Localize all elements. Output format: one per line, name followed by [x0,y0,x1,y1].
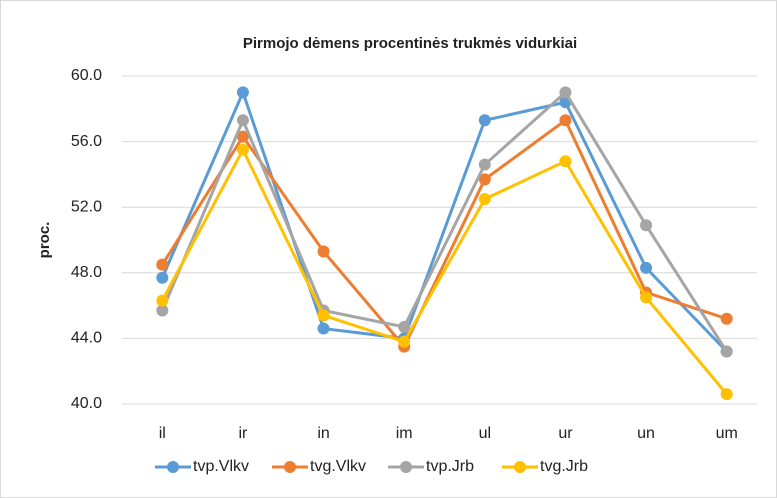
x-tick-label: ur [558,425,573,442]
y-tick-label: 60.0 [71,67,102,84]
data-point [398,320,411,333]
data-point [317,245,330,258]
data-point [559,155,572,168]
y-tick-label: 44.0 [71,330,102,347]
data-point [478,158,491,171]
data-point [236,130,249,143]
x-tick-label: im [396,425,413,442]
y-tick-label: 56.0 [71,133,102,150]
x-tick-label: ul [479,425,491,442]
data-point [720,345,733,358]
data-point [478,173,491,186]
data-point [398,335,411,348]
data-point [478,193,491,205]
data-point [640,219,653,232]
data-point [236,143,249,156]
data-point [720,312,733,325]
data-point [236,86,249,99]
data-point [559,114,572,127]
legend-marker [400,461,412,473]
x-tick-label: il [159,425,166,442]
y-tick-label: 40.0 [71,395,102,412]
legend-label: tvp.Vlkv [193,458,249,475]
data-point [156,294,169,307]
legend-label: tvp.Jrb [426,458,474,475]
y-axis-label: proc. [36,222,53,259]
x-tick-label: in [317,425,329,442]
series-line [160,148,728,396]
data-point [720,388,733,401]
data-point [640,261,653,274]
data-point [478,114,491,127]
series-line [160,90,728,353]
data-point [236,114,249,127]
y-tick-label: 48.0 [71,264,102,281]
data-point [156,271,169,284]
legend-marker [167,461,179,473]
x-tick-label: ir [238,425,248,442]
series-line [160,90,728,353]
data-point [156,304,169,317]
legend-label: tvg.Vlkv [310,458,366,475]
legend-marker [284,461,296,473]
data-point [156,258,169,271]
x-tick-label: un [637,425,655,442]
data-point [640,291,653,304]
x-tick-label: um [716,425,738,442]
data-point [317,309,330,322]
data-point [559,86,572,99]
legend-marker [514,461,526,473]
data-point [317,322,330,335]
y-tick-label: 52.0 [71,198,102,215]
legend-label: tvg.Jrb [540,458,588,475]
chart-title: Pirmojo dėmens procentinės trukmės vidur… [243,35,577,52]
